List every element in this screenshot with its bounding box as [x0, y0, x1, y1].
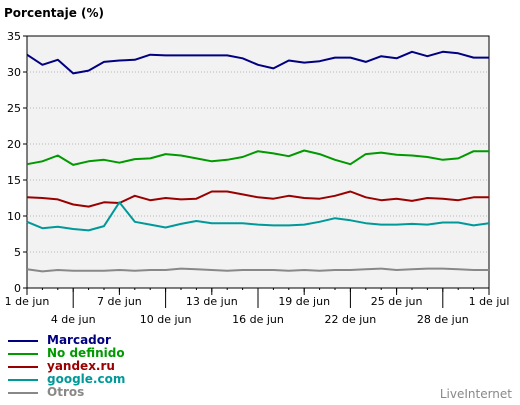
y-tick-label: 35 — [7, 30, 21, 43]
y-tick-label: 20 — [7, 138, 21, 151]
legend: Marcador No definido yandex.ru google.com Ot… — [8, 334, 125, 399]
legend-swatch — [8, 339, 38, 342]
x-tick-label: 7 de jun — [97, 295, 142, 308]
y-tick-label: 25 — [7, 102, 21, 115]
x-tick-label: 16 de jun — [232, 313, 284, 326]
y-axis: 0 5 10 15 20 25 30 35 — [7, 30, 27, 295]
legend-item: Marcador — [8, 334, 125, 347]
legend-swatch — [8, 378, 38, 381]
legend-item: Otros — [8, 386, 125, 399]
y-tick-label: 0 — [14, 282, 21, 295]
series-lines — [26, 50, 490, 273]
legend-item: yandex.ru — [8, 360, 125, 373]
x-tick-label: 10 de jun — [140, 313, 192, 326]
series-line-no-definido — [26, 149, 489, 166]
legend-label: google.com — [47, 372, 126, 386]
y-tick-label: 5 — [14, 246, 21, 259]
plot-area — [26, 35, 490, 289]
legend-swatch — [8, 365, 38, 368]
x-tick-label: 1 de jun — [5, 295, 50, 308]
x-tick-label: 13 de jun — [186, 295, 238, 308]
legend-label: Otros — [47, 385, 85, 399]
x-tick-label: 22 de jun — [325, 313, 377, 326]
x-tick-label: 4 de jun — [51, 313, 96, 326]
legend-swatch — [8, 352, 38, 355]
grid-lines — [27, 71, 489, 253]
x-tick-label: 25 de jun — [371, 295, 423, 308]
y-tick-label: 10 — [7, 210, 21, 223]
x-axis: 1 de jun 7 de jun 13 de jun 19 de jun 25 de … — [5, 288, 510, 326]
y-tick-label: 15 — [7, 174, 21, 187]
legend-item: google.com — [8, 373, 125, 386]
x-tick-label: 19 de jun — [278, 295, 330, 308]
legend-label: Marcador — [47, 333, 111, 347]
series-line-otros — [26, 267, 489, 273]
series-line-yandex-ru — [26, 190, 489, 208]
legend-swatch — [8, 391, 38, 394]
liveinternet-brand: LiveInternet — [439, 387, 512, 401]
legend-label: No definido — [47, 346, 125, 360]
legend-label: yandex.ru — [47, 359, 115, 373]
series-line-google-com — [26, 201, 490, 232]
chart-title: Porcentaje (%) — [4, 6, 104, 20]
chart: Porcentaje (%) 0 5 10 15 20 25 30 35 1 de jun 7 … — [4, 6, 510, 326]
x-tick-label: 28 de jun — [417, 313, 469, 326]
x-tick-label: 1 de jul — [469, 295, 510, 308]
y-tick-label: 30 — [7, 66, 21, 79]
series-line-marcador — [26, 50, 489, 75]
legend-item: No definido — [8, 347, 125, 360]
